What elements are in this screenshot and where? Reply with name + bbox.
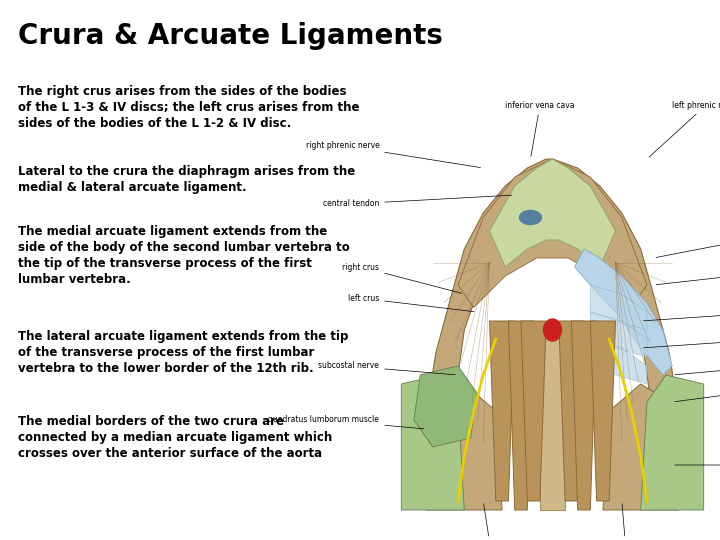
Text: median arcuate ligament: median arcuate ligament: [644, 307, 720, 321]
Text: left phrenic nerve: left phrenic nerve: [649, 100, 720, 157]
Text: sympathetic trunk: sympathetic trunk: [675, 461, 720, 469]
Polygon shape: [490, 159, 616, 267]
Text: The medial arcuate ligament extends from the
side of the body of the second lumb: The medial arcuate ligament extends from…: [18, 225, 350, 286]
Polygon shape: [603, 384, 685, 510]
Polygon shape: [490, 321, 515, 501]
Text: medial arcuate ligament: medial arcuate ligament: [644, 334, 720, 348]
Text: inferior vena cava: inferior vena cava: [505, 100, 575, 156]
Text: Crura & Arcuate Ligaments: Crura & Arcuate Ligaments: [18, 22, 443, 50]
Polygon shape: [540, 330, 565, 510]
Text: psoas muscle: psoas muscle: [464, 504, 516, 540]
Polygon shape: [552, 159, 685, 501]
Polygon shape: [641, 375, 703, 510]
Text: right phrenic nerve: right phrenic nerve: [305, 141, 480, 167]
Text: left crus: left crus: [348, 294, 474, 312]
Text: sympathetic trunk: sympathetic trunk: [590, 504, 661, 540]
Text: Lateral to the crura the diaphragm arises from the
medial & lateral arcuate liga: Lateral to the crura the diaphragm arise…: [18, 165, 355, 194]
Polygon shape: [590, 321, 616, 501]
Polygon shape: [575, 249, 672, 375]
Polygon shape: [559, 321, 584, 501]
Text: esophagus: esophagus: [656, 235, 720, 258]
Polygon shape: [414, 366, 477, 447]
Polygon shape: [508, 321, 534, 510]
Ellipse shape: [519, 211, 541, 225]
Text: 12th rib: 12th rib: [675, 388, 720, 402]
Polygon shape: [590, 312, 647, 357]
Text: The lateral arcuate ligament extends from the tip
of the transverse process of t: The lateral arcuate ligament extends fro…: [18, 330, 348, 375]
Text: right crus: right crus: [342, 262, 462, 293]
Polygon shape: [401, 375, 464, 510]
Text: subcostal nerve: subcostal nerve: [318, 361, 455, 375]
Polygon shape: [458, 159, 647, 307]
Polygon shape: [590, 285, 647, 330]
Polygon shape: [521, 321, 546, 501]
Ellipse shape: [544, 319, 562, 341]
Polygon shape: [572, 321, 597, 510]
Bar: [395, 60, 710, 510]
Text: lateral arcuate ligament: lateral arcuate ligament: [675, 361, 720, 375]
Polygon shape: [420, 384, 502, 510]
Text: quadratus lumborum muscle: quadratus lumborum muscle: [269, 415, 424, 429]
Polygon shape: [590, 339, 647, 384]
Text: The medial borders of the two crura are
connected by a median arcuate ligament w: The medial borders of the two crura are …: [18, 415, 332, 460]
Polygon shape: [420, 159, 552, 501]
Text: vagi: vagi: [656, 272, 720, 285]
Text: central tendon: central tendon: [323, 195, 512, 208]
Text: The right crus arises from the sides of the bodies
of the L 1-3 & IV discs; the : The right crus arises from the sides of …: [18, 85, 359, 130]
